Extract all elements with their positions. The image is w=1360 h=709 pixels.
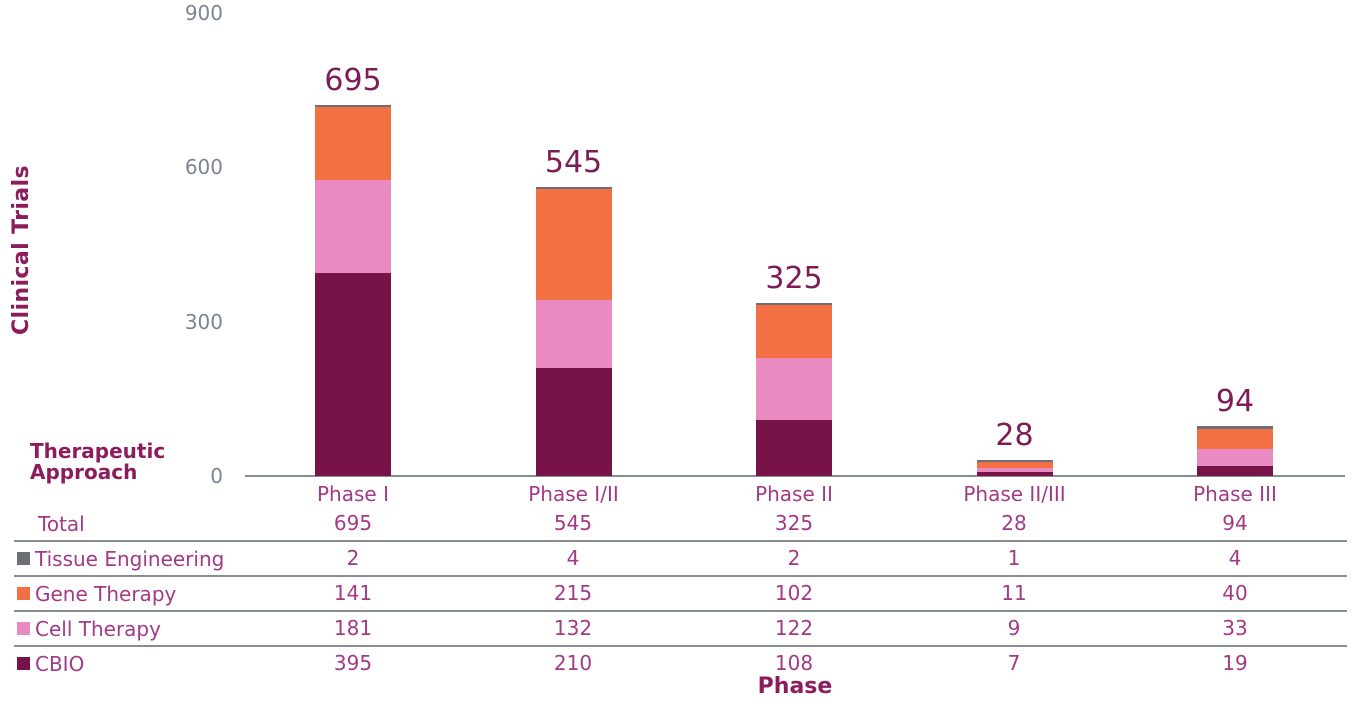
table-cell: 325 [774, 511, 814, 535]
y-tick-label: 900 [184, 0, 223, 25]
bar-total-label: 325 [765, 260, 823, 296]
bar-segment-cell-therapy[interactable] [1197, 449, 1273, 467]
row-label: Cell Therapy [35, 616, 161, 641]
bar-total-label: 28 [995, 417, 1034, 453]
table-cell: 215 [553, 581, 593, 605]
table-header-therapeutic-approach: Therapeutic Approach [30, 439, 166, 484]
bar-segment-tissue-engineering[interactable] [976, 459, 1053, 463]
bar-segment-gene-therapy[interactable] [1197, 428, 1273, 450]
row-label: Total [38, 511, 85, 536]
bar-segment-gene-therapy[interactable] [976, 462, 1053, 468]
bar-column-phase-ii-iii: 28 Phase II/III [905, 0, 1125, 506]
table-cell: 210 [553, 651, 593, 675]
y-axis-title: Clinical Trials [9, 165, 34, 335]
x-axis-category-label: Phase III [1193, 482, 1277, 506]
bar-column-phase-i: 695 Phase I [243, 0, 463, 506]
bar-segment-cbio[interactable] [756, 420, 832, 476]
legend-swatch-tissue-engineering[interactable] [17, 552, 30, 565]
bar-column-phase-ii: 325 Phase II [684, 0, 904, 506]
bar-stack [756, 302, 832, 476]
table-cell: 11 [1001, 581, 1027, 605]
x-axis-category-label: Phase II [755, 482, 833, 506]
table-cell: 141 [333, 581, 373, 605]
x-axis-title: Phase [757, 674, 833, 699]
bar-total-label: 695 [324, 62, 382, 98]
legend-swatch-cell-therapy[interactable] [17, 622, 30, 635]
bar-segment-tissue-engineering[interactable] [535, 186, 612, 190]
bar-stack [976, 459, 1053, 476]
bar-segment-gene-therapy[interactable] [315, 107, 391, 180]
table-row-gene-therapy: Gene Therapy 141 215 102 11 40 [14, 577, 1347, 612]
bar-segment-tissue-engineering[interactable] [315, 104, 391, 108]
x-axis-category-label: Phase I/II [528, 482, 619, 506]
table-cell: 181 [333, 616, 373, 640]
table-cell: 4 [1228, 546, 1242, 570]
bar-segment-cell-therapy[interactable] [315, 179, 391, 273]
table-cell: 695 [333, 511, 373, 535]
bar-total-label: 545 [544, 144, 603, 180]
y-tick-label: 600 [184, 155, 223, 180]
bar-segment-cell-therapy[interactable] [535, 300, 612, 368]
y-tick-label: 300 [184, 309, 223, 334]
table-cell: 102 [774, 581, 814, 605]
bar-segment-gene-therapy[interactable] [535, 189, 612, 301]
x-axis-category-label: Phase II/III [963, 482, 1066, 506]
x-axis-line [245, 475, 1345, 477]
x-axis-category-label: Phase I [317, 482, 389, 506]
bar-segment-cbio[interactable] [976, 472, 1053, 476]
bar-segment-cbio[interactable] [315, 272, 391, 476]
table-cell: 94 [1222, 511, 1248, 535]
y-tick-label: 0 [210, 464, 223, 488]
table-cell: 28 [1001, 511, 1027, 535]
row-label: CBIO [35, 651, 85, 676]
table-cell: 122 [774, 616, 814, 640]
bar-segment-cell-therapy[interactable] [976, 467, 1053, 473]
bar-stack [1197, 426, 1273, 476]
bar-column-phase-iii: 94 Phase III [1125, 0, 1345, 506]
row-label: Gene Therapy [35, 581, 177, 606]
bar-stack [315, 104, 391, 476]
table-cell: 40 [1222, 581, 1248, 605]
legend-swatch-gene-therapy[interactable] [17, 587, 30, 600]
table-cell: 545 [553, 511, 593, 535]
bar-total-label: 94 [1215, 384, 1255, 420]
table-cell: 132 [553, 616, 593, 640]
table-row-tissue-engineering: Tissue Engineering 2 4 2 1 4 [14, 542, 1347, 577]
bar-stack [535, 186, 612, 476]
table-cell: 7 [1007, 651, 1021, 675]
table-cell: 108 [774, 651, 814, 675]
bar-column-phase-i-ii: 545 Phase I/II [464, 0, 684, 506]
legend-swatch-cbio[interactable] [17, 657, 30, 670]
table-row-total: Total 695 545 325 28 94 [14, 507, 1347, 542]
table-row-cbio: CBIO 395 210 108 7 19 [14, 647, 1347, 680]
table-cell: 19 [1222, 651, 1248, 675]
table-cell: 2 [346, 546, 360, 570]
bar-segment-cbio[interactable] [1197, 466, 1273, 476]
bar-segment-tissue-engineering[interactable] [1197, 426, 1273, 429]
bar-segment-tissue-engineering[interactable] [756, 302, 832, 306]
row-label: Tissue Engineering [35, 546, 225, 571]
bar-segment-cbio[interactable] [535, 367, 612, 476]
bar-segment-cell-therapy[interactable] [756, 357, 832, 421]
table-cell: 9 [1007, 616, 1021, 640]
table-cell: 2 [787, 546, 801, 570]
table-cell: 4 [566, 546, 580, 570]
table-row-cell-therapy: Cell Therapy 181 132 122 9 33 [14, 612, 1347, 647]
table-cell: 395 [333, 651, 373, 675]
table-cell: 33 [1222, 616, 1248, 640]
bar-segment-gene-therapy[interactable] [756, 305, 832, 358]
table-cell: 1 [1007, 546, 1021, 570]
